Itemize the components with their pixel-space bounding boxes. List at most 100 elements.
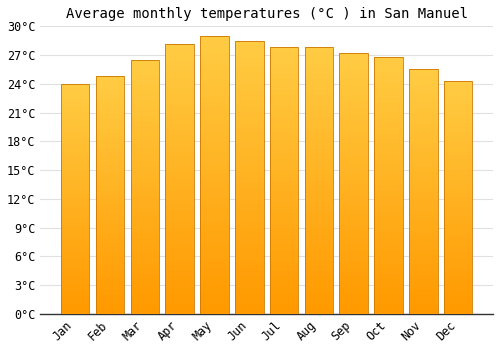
- Bar: [61, 153, 90, 158]
- Bar: [130, 85, 159, 90]
- Bar: [270, 85, 298, 90]
- Bar: [96, 214, 124, 219]
- Bar: [61, 250, 90, 254]
- Bar: [61, 254, 90, 259]
- Bar: [444, 295, 472, 300]
- Bar: [304, 127, 333, 133]
- Bar: [96, 167, 124, 171]
- Bar: [444, 193, 472, 197]
- Bar: [409, 69, 438, 314]
- Bar: [130, 151, 159, 156]
- Bar: [200, 64, 228, 69]
- Bar: [304, 191, 333, 197]
- Bar: [130, 212, 159, 217]
- Bar: [270, 106, 298, 111]
- Bar: [340, 168, 368, 173]
- Bar: [304, 106, 333, 111]
- Bar: [235, 122, 264, 128]
- Bar: [200, 36, 228, 41]
- Bar: [200, 292, 228, 297]
- Bar: [200, 231, 228, 236]
- Bar: [61, 272, 90, 277]
- Bar: [270, 69, 298, 74]
- Bar: [166, 217, 194, 222]
- Bar: [270, 74, 298, 79]
- Bar: [409, 236, 438, 240]
- Bar: [166, 244, 194, 249]
- Bar: [96, 90, 124, 95]
- Bar: [304, 245, 333, 250]
- Bar: [166, 152, 194, 157]
- Bar: [235, 150, 264, 155]
- Bar: [374, 160, 403, 165]
- Bar: [61, 263, 90, 268]
- Bar: [200, 158, 228, 164]
- Bar: [374, 113, 403, 119]
- Bar: [304, 181, 333, 186]
- Bar: [444, 81, 472, 86]
- Bar: [409, 148, 438, 153]
- Bar: [130, 304, 159, 309]
- Bar: [235, 194, 264, 199]
- Bar: [374, 268, 403, 273]
- Bar: [340, 163, 368, 168]
- Bar: [61, 190, 90, 194]
- Bar: [444, 81, 472, 314]
- Bar: [61, 84, 90, 89]
- Bar: [270, 47, 298, 53]
- Bar: [304, 95, 333, 101]
- Bar: [61, 286, 90, 291]
- Bar: [444, 118, 472, 123]
- Bar: [96, 266, 124, 271]
- Bar: [444, 86, 472, 90]
- Bar: [409, 69, 438, 74]
- Bar: [235, 106, 264, 112]
- Bar: [200, 280, 228, 286]
- Bar: [200, 225, 228, 231]
- Bar: [166, 287, 194, 292]
- Bar: [409, 177, 438, 182]
- Bar: [96, 204, 124, 209]
- Bar: [130, 223, 159, 228]
- Bar: [304, 298, 333, 303]
- Bar: [166, 173, 194, 179]
- Bar: [340, 111, 368, 116]
- Bar: [166, 276, 194, 281]
- Bar: [374, 175, 403, 180]
- Bar: [340, 215, 368, 220]
- Bar: [444, 146, 472, 151]
- Bar: [130, 111, 159, 116]
- Bar: [444, 197, 472, 202]
- Bar: [61, 259, 90, 263]
- Bar: [444, 276, 472, 281]
- Bar: [235, 139, 264, 145]
- Bar: [200, 141, 228, 147]
- Bar: [235, 63, 264, 68]
- Bar: [409, 255, 438, 260]
- Bar: [409, 128, 438, 133]
- Bar: [61, 125, 90, 130]
- Bar: [374, 293, 403, 299]
- Bar: [270, 79, 298, 85]
- Bar: [340, 58, 368, 64]
- Bar: [409, 250, 438, 255]
- Bar: [409, 133, 438, 138]
- Bar: [340, 225, 368, 230]
- Bar: [200, 264, 228, 270]
- Bar: [130, 243, 159, 248]
- Bar: [340, 298, 368, 303]
- Bar: [270, 293, 298, 298]
- Bar: [409, 138, 438, 143]
- Bar: [166, 190, 194, 195]
- Bar: [340, 147, 368, 152]
- Bar: [304, 149, 333, 154]
- Bar: [409, 94, 438, 99]
- Bar: [304, 69, 333, 74]
- Bar: [61, 185, 90, 190]
- Bar: [340, 105, 368, 111]
- Bar: [409, 280, 438, 285]
- Bar: [130, 60, 159, 65]
- Bar: [340, 272, 368, 278]
- Bar: [409, 197, 438, 202]
- Bar: [340, 210, 368, 215]
